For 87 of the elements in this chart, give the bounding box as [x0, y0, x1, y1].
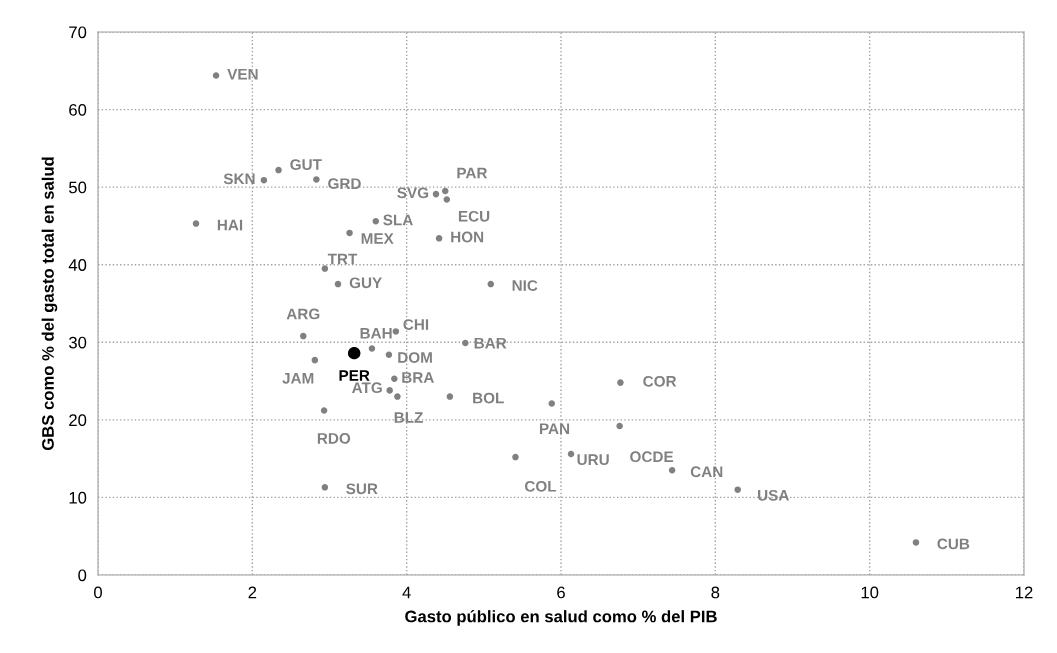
- y-tick-label: 50: [69, 181, 87, 194]
- point: [616, 422, 623, 430]
- x-tick-label: 8: [711, 586, 720, 599]
- annotation: SVG: [397, 187, 429, 199]
- point: [446, 393, 454, 400]
- y-tick-label: 70: [69, 26, 87, 39]
- annotation: GUY: [349, 277, 382, 289]
- point: [275, 166, 282, 174]
- point: [260, 176, 268, 184]
- annotation: COR: [643, 375, 677, 387]
- point: [300, 332, 307, 340]
- point: [347, 346, 361, 360]
- annotation: CAN: [690, 466, 723, 478]
- x-tick-label: 12: [1016, 586, 1033, 599]
- point: [462, 339, 469, 347]
- point: [487, 280, 495, 288]
- y-tick-label: 10: [69, 491, 87, 504]
- annotation: HAI: [217, 219, 243, 231]
- point: [212, 72, 220, 79]
- annotation: COL: [524, 480, 557, 492]
- annotation: URU: [577, 454, 609, 466]
- y-tick-label: 40: [68, 259, 87, 271]
- annotation: ARG: [286, 308, 320, 320]
- annotation: MEX: [361, 233, 394, 244]
- y-tick-label: 0: [78, 569, 87, 582]
- point: [734, 486, 741, 493]
- point: [313, 176, 320, 183]
- y-tick-label: 30: [68, 336, 87, 349]
- point: [441, 187, 449, 195]
- point: [334, 280, 342, 288]
- point: [617, 379, 624, 386]
- annotation: HON: [451, 231, 484, 243]
- annotation: BOL: [473, 392, 504, 404]
- point: [443, 196, 451, 203]
- annotation: BRA: [402, 372, 434, 383]
- annotation: OCDE: [630, 451, 674, 463]
- annotation: CHI: [403, 319, 429, 330]
- point: [512, 453, 519, 461]
- annotation: JAM: [282, 373, 314, 384]
- annotation: PAN: [539, 423, 570, 434]
- point: [321, 265, 329, 272]
- point: [192, 220, 200, 227]
- point: [386, 387, 393, 394]
- annotation: BLZ: [394, 412, 423, 423]
- annotation: SUR: [346, 483, 378, 495]
- point: [368, 345, 376, 352]
- annotation: PAR: [457, 167, 488, 179]
- annotation: BAH: [360, 328, 392, 339]
- x-tick-label: 2: [248, 586, 257, 599]
- annotation: GUT: [290, 159, 322, 171]
- x-axis-title: Gasto público en salud como % del PIB: [405, 609, 717, 626]
- x-tick-label: 0: [94, 586, 102, 599]
- annotation: USA: [758, 489, 790, 501]
- point: [394, 393, 401, 400]
- annotation: ATG: [352, 382, 382, 394]
- annotation: NIC: [512, 280, 538, 291]
- point: [311, 356, 319, 364]
- annotation: CUB: [937, 538, 970, 550]
- y-axis-title: GBS como % del gasto total en salud: [41, 157, 58, 451]
- annotation: PER: [339, 370, 370, 381]
- point: [432, 190, 440, 198]
- annotation: TRT: [327, 253, 358, 265]
- point: [912, 539, 920, 546]
- annotation: DOM: [398, 352, 432, 363]
- y-tick-label: 60: [69, 103, 87, 116]
- point: [548, 400, 555, 407]
- y-tick-label: 20: [69, 414, 87, 427]
- point: [320, 407, 328, 414]
- annotation: SKN: [223, 173, 255, 185]
- x-tick-label: 4: [402, 586, 411, 599]
- x-tick-label: 6: [557, 586, 565, 599]
- x-tick-label: 10: [861, 586, 879, 599]
- point: [392, 328, 400, 335]
- point: [346, 229, 353, 237]
- point: [321, 484, 329, 491]
- point: [385, 351, 393, 358]
- annotation: VEN: [227, 68, 258, 80]
- annotation: GRD: [328, 178, 361, 190]
- annotation: RDO: [317, 433, 351, 444]
- annotation: BAR: [474, 337, 507, 349]
- point: [435, 235, 443, 242]
- point: [567, 450, 575, 458]
- point: [391, 375, 398, 382]
- annotation: SLA: [383, 214, 413, 226]
- point: [372, 218, 380, 225]
- annotation: ECU: [458, 210, 490, 222]
- point: [668, 467, 676, 474]
